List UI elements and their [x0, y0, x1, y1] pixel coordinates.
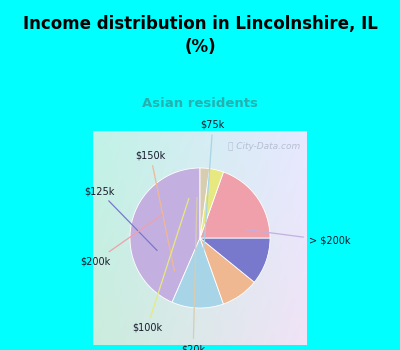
Wedge shape [200, 168, 210, 238]
Text: $150k: $150k [135, 150, 174, 271]
Text: $125k: $125k [84, 186, 157, 251]
Wedge shape [200, 238, 254, 304]
Wedge shape [172, 238, 224, 308]
Text: $200k: $200k [81, 215, 162, 266]
Text: $20k: $20k [181, 197, 205, 350]
Text: $75k: $75k [201, 119, 225, 279]
Text: ⓘ City-Data.com: ⓘ City-Data.com [228, 142, 300, 151]
Text: Asian residents: Asian residents [142, 97, 258, 110]
Text: $100k: $100k [132, 198, 189, 332]
Wedge shape [200, 238, 270, 282]
Wedge shape [130, 168, 200, 302]
Wedge shape [200, 169, 224, 238]
Wedge shape [200, 172, 270, 238]
Text: Income distribution in Lincolnshire, IL
(%): Income distribution in Lincolnshire, IL … [22, 15, 378, 56]
Text: > $200k: > $200k [245, 230, 350, 246]
